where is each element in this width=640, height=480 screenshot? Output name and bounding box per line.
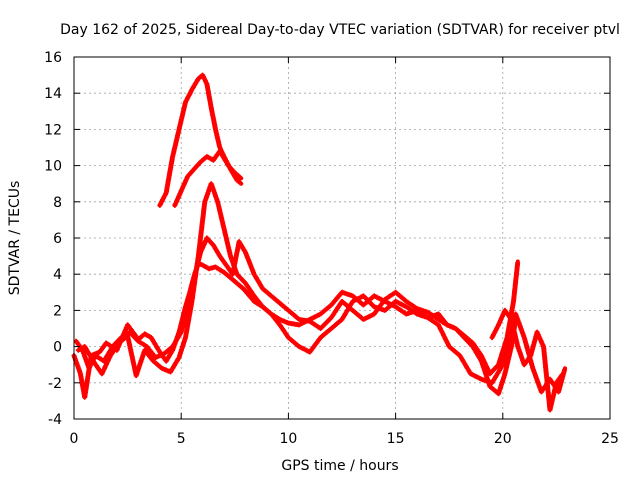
data-point (237, 174, 243, 180)
series-track-e (172, 148, 244, 208)
data-point (559, 372, 565, 378)
y-tick-label: 0 (53, 340, 62, 356)
x-tick-label: 25 (601, 431, 619, 447)
y-tick-label: 14 (44, 86, 62, 102)
x-tick-label: 5 (177, 431, 186, 447)
series-track-a (71, 259, 521, 400)
y-tick-label: 6 (53, 231, 62, 247)
x-tick-label: 0 (70, 431, 79, 447)
series-track-c (75, 181, 567, 395)
series-line (157, 73, 244, 208)
y-tick-label: 12 (44, 122, 62, 138)
axis-ticks: 0 5 10 15 20 25 -4 -2 0 2 4 6 8 10 12 14 16 (44, 50, 619, 447)
y-axis-label: SDTVAR / TECUs (7, 181, 23, 296)
y-tick-label: 2 (53, 303, 62, 319)
x-tick-label: 15 (387, 431, 405, 447)
series-track-b (73, 235, 518, 397)
chart-title: Day 162 of 2025, Sidereal Day-to-day VTE… (60, 22, 620, 38)
y-tick-label: -4 (48, 412, 62, 428)
series-line (72, 259, 520, 400)
y-tick-label: -2 (48, 376, 62, 392)
x-tick-label: 20 (494, 431, 512, 447)
data-point (562, 367, 567, 373)
data-points (71, 72, 567, 413)
y-tick-label: 4 (53, 267, 62, 283)
grid (74, 57, 610, 419)
data-point (237, 180, 243, 186)
y-tick-label: 16 (44, 50, 62, 66)
y-tick-label: 10 (44, 159, 62, 175)
x-axis-label: GPS time / hours (281, 458, 398, 474)
y-tick-label: 8 (53, 195, 62, 211)
series-track-f (489, 307, 565, 413)
data-point (515, 260, 521, 266)
x-tick-label: 10 (279, 431, 297, 447)
